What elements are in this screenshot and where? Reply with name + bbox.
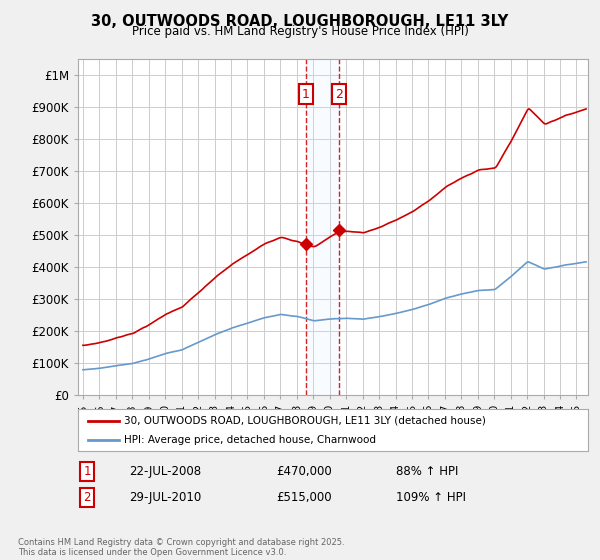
Text: 30, OUTWOODS ROAD, LOUGHBOROUGH, LE11 3LY (detached house): 30, OUTWOODS ROAD, LOUGHBOROUGH, LE11 3L… (124, 416, 486, 426)
Text: 1: 1 (302, 87, 310, 100)
Text: £515,000: £515,000 (276, 491, 332, 504)
Text: 109% ↑ HPI: 109% ↑ HPI (396, 491, 466, 504)
Text: HPI: Average price, detached house, Charnwood: HPI: Average price, detached house, Char… (124, 435, 376, 445)
Text: 1: 1 (83, 465, 91, 478)
Bar (306, 59, 339, 395)
Text: 22-JUL-2008: 22-JUL-2008 (129, 465, 201, 478)
Text: 2: 2 (335, 87, 343, 100)
Text: 2: 2 (83, 491, 91, 504)
Text: 30, OUTWOODS ROAD, LOUGHBOROUGH, LE11 3LY: 30, OUTWOODS ROAD, LOUGHBOROUGH, LE11 3L… (91, 14, 509, 29)
Text: 88% ↑ HPI: 88% ↑ HPI (396, 465, 458, 478)
Text: Price paid vs. HM Land Registry's House Price Index (HPI): Price paid vs. HM Land Registry's House … (131, 25, 469, 38)
Text: 29-JUL-2010: 29-JUL-2010 (129, 491, 201, 504)
Text: £470,000: £470,000 (276, 465, 332, 478)
Text: Contains HM Land Registry data © Crown copyright and database right 2025.
This d: Contains HM Land Registry data © Crown c… (18, 538, 344, 557)
